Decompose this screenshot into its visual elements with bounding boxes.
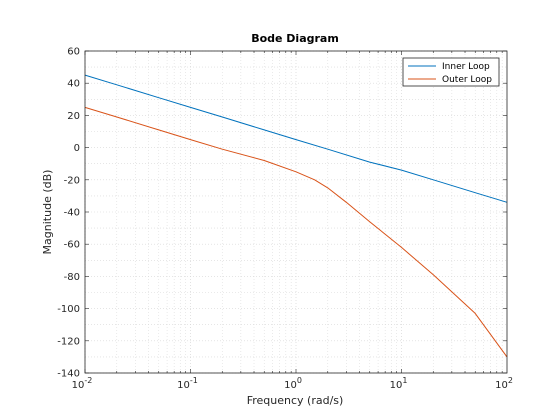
x-tick-label: 10-2: [72, 376, 93, 391]
x-tick-label: 101: [390, 376, 408, 391]
tick-labels: -140 -120 -100 -80 -60 -40 -20 0 20 40 60 10-2 10-1 1…: [57, 47, 513, 392]
y-tick-label: 60: [67, 47, 80, 58]
legend: Inner Loop Outer Loop: [402, 57, 500, 87]
y-tick-label: 0: [74, 143, 80, 154]
y-tick-label: -140: [57, 369, 80, 380]
y-tick-label: -40: [64, 208, 80, 219]
series-lines: [84, 74, 508, 358]
legend-box: [402, 57, 500, 87]
x-tick-label: 100: [284, 376, 302, 391]
axis-ticks: [84, 50, 507, 374]
y-tick-label: 20: [67, 111, 80, 122]
y-tick-label: -20: [64, 175, 80, 186]
y-tick-label: -80: [64, 272, 80, 283]
y-tick-label: -120: [57, 336, 80, 347]
x-axis-label: Frequency (rad/s): [247, 394, 344, 407]
legend-label-inner-loop: Inner Loop: [442, 62, 490, 72]
y-axis-label: Magnitude (dB): [41, 170, 54, 255]
x-tick-label: 102: [495, 376, 513, 391]
series-line-outer-loop: [84, 106, 508, 358]
legend-label-outer-loop: Outer Loop: [442, 75, 492, 85]
y-tick-label: 40: [67, 79, 80, 90]
x-tick-label: 10-1: [177, 376, 198, 391]
chart-title: Bode Diagram: [251, 32, 339, 45]
y-tick-label: -100: [57, 304, 80, 315]
y-tick-label: -60: [64, 240, 80, 251]
series-line-inner-loop: [84, 74, 508, 203]
